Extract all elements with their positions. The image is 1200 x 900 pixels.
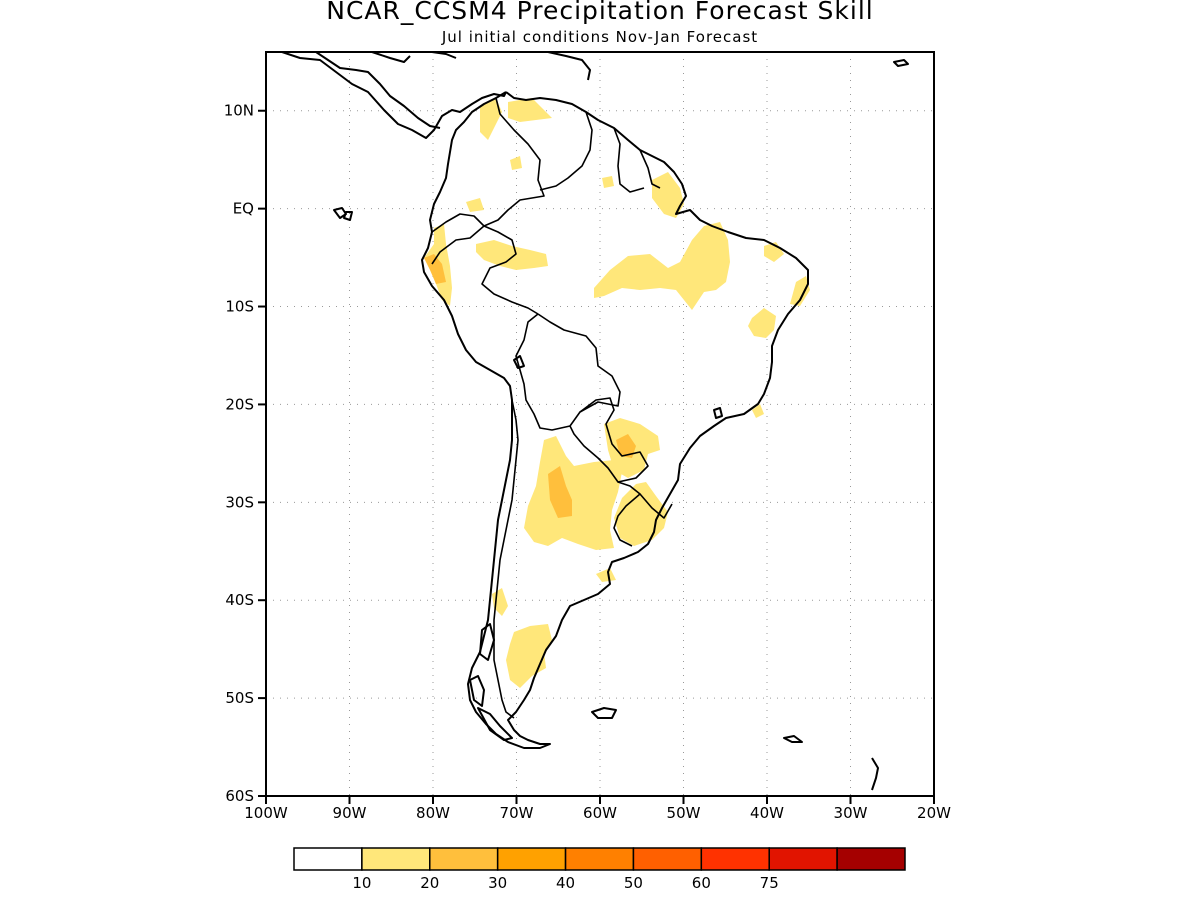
- x-tick-label: 30W: [834, 804, 868, 822]
- y-tick-label: EQ: [233, 200, 254, 218]
- colorbar-swatch: [496, 847, 567, 871]
- x-tick-label: 40W: [750, 804, 784, 822]
- small-islands: [893, 59, 909, 67]
- galapagos-islands: [343, 211, 353, 221]
- x-tick-label: 80W: [416, 804, 450, 822]
- colorbar-label: 20: [420, 874, 439, 892]
- chile-islands: [479, 623, 495, 661]
- y-tick-label: 10S: [225, 298, 254, 316]
- skill-region: [548, 466, 572, 518]
- axis-ticks: 100W 90W 80W 70W 60W 50W 40W 30W 20W 10N EQ 10S 20S 3…: [224, 102, 951, 822]
- map-subtitle: Jul initial conditions Nov-Jan Forecast: [441, 28, 759, 46]
- central-america-coast: [281, 52, 507, 139]
- skill-region: [480, 98, 502, 140]
- skill-region: [466, 198, 484, 212]
- colorbar-swatch: [632, 847, 703, 871]
- south-georgia: [783, 735, 803, 743]
- chile-islands: [469, 675, 485, 707]
- x-tick-label: 90W: [333, 804, 367, 822]
- skill-region: [748, 308, 776, 338]
- country-border: [613, 481, 641, 547]
- skill-region: [424, 254, 446, 284]
- skill-region: [602, 176, 614, 188]
- country-border: [569, 397, 649, 483]
- skill-region: [752, 404, 764, 418]
- colorbar-swatch: [564, 847, 635, 871]
- skill-region: [510, 156, 522, 170]
- central-america-coast: [315, 52, 441, 129]
- country-border: [515, 313, 621, 431]
- colorbar-label: 10: [352, 874, 371, 892]
- y-tick-label: 30S: [225, 493, 254, 511]
- country-border: [539, 111, 593, 191]
- x-tick-label: 20W: [917, 804, 951, 822]
- y-tick-label: 60S: [225, 787, 254, 805]
- colorbar-label: 30: [488, 874, 507, 892]
- x-tick-label: 100W: [244, 804, 288, 822]
- caribbean-islands: [547, 52, 591, 81]
- colorbar-swatch: [429, 847, 499, 871]
- skill-region: [652, 172, 684, 218]
- small-islands: [871, 757, 879, 791]
- x-tick-label: 50W: [667, 804, 701, 822]
- south-america-coast: [421, 91, 809, 749]
- skill-region: [508, 98, 552, 122]
- colorbar-swatch: [768, 847, 838, 871]
- colorbar-swatch: [361, 847, 431, 871]
- chile-islands: [477, 707, 513, 741]
- skill-region: [790, 276, 810, 306]
- map-title: NCAR_CCSM4 Precipitation Forecast Skill: [326, 0, 874, 25]
- colorbar-swatch: [836, 847, 906, 871]
- colorbar-label: 60: [692, 874, 711, 892]
- lake-titicaca: [513, 355, 525, 369]
- country-border: [613, 127, 645, 193]
- x-tick-label: 60W: [583, 804, 617, 822]
- colorbar-label: 75: [760, 874, 779, 892]
- skill-region: [476, 240, 548, 270]
- y-tick-label: 10N: [224, 102, 254, 120]
- country-border: [481, 225, 539, 315]
- skill-region: [596, 568, 616, 582]
- colorbar-swatch: [293, 847, 363, 871]
- skill-region: [594, 222, 730, 310]
- colorbar-label: 50: [624, 874, 643, 892]
- x-tick-label: 70W: [500, 804, 534, 822]
- skill-shading-layer: [424, 98, 810, 688]
- skill-region: [506, 624, 552, 688]
- colorbar: 10 20 30 40 50 60 75: [293, 847, 906, 892]
- country-border: [493, 399, 519, 719]
- colorbar-swatch: [700, 847, 770, 871]
- y-tick-label: 40S: [225, 591, 254, 609]
- country-border: [639, 149, 661, 189]
- colorbar-label: 40: [556, 874, 575, 892]
- country-borders-layer: [431, 97, 673, 719]
- y-tick-label: 20S: [225, 395, 254, 413]
- falkland-islands: [591, 707, 617, 719]
- small-islands: [713, 407, 723, 419]
- skill-region: [524, 436, 622, 550]
- y-tick-label: 50S: [225, 689, 254, 707]
- country-border: [639, 493, 673, 519]
- caribbean-islands: [371, 52, 411, 63]
- country-border: [483, 97, 545, 227]
- skill-region: [616, 434, 636, 458]
